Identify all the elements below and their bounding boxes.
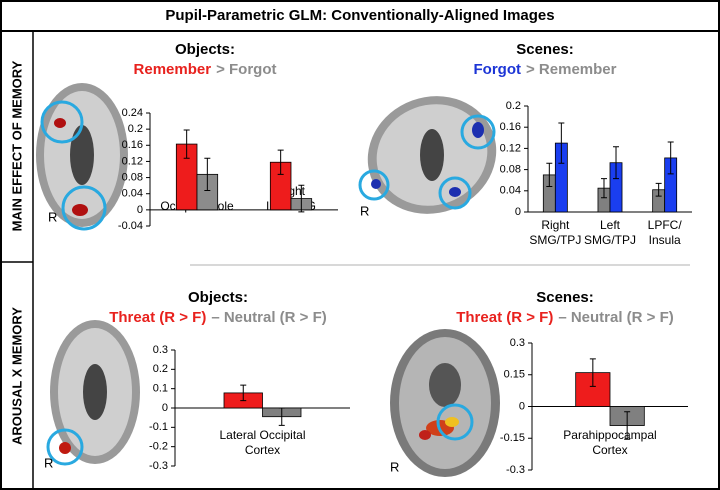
y-tick-label: 0.15 (504, 369, 525, 381)
subtitle-part: – Neutral (R > F) (211, 309, 326, 326)
y-tick-label: 0.08 (122, 171, 143, 183)
y-tick-label: -0.3 (506, 464, 525, 476)
error-bar (613, 146, 620, 180)
subtitle-part: Threat (R > F) (456, 309, 553, 326)
y-tick-label: 0.12 (122, 155, 143, 167)
row-label: MAIN EFFECT OF MEMORY (9, 60, 24, 231)
y-tick-label: 0.16 (500, 121, 521, 133)
error-bar (589, 358, 596, 387)
hemisphere-label: R (44, 455, 53, 470)
brain-image (36, 83, 128, 231)
x-tick-label: Right (541, 218, 570, 232)
error-bar (204, 157, 211, 191)
subtitle-part: Remember (134, 61, 212, 78)
error-bar (667, 141, 674, 175)
x-tick-label: Lateral Occipital (219, 428, 305, 442)
error-bar (298, 184, 305, 213)
hemisphere-label: R (48, 209, 57, 224)
chart-title: Objects: (188, 289, 248, 306)
chart-subtitle: Threat (R > F) – Neutral (R > F) (456, 309, 674, 326)
y-tick-label: -0.2 (149, 441, 168, 453)
x-tick-label: SMG/TPJ (584, 233, 636, 247)
y-tick-label: 0.2 (128, 123, 143, 135)
chart-title: Scenes: (516, 41, 574, 58)
y-tick-label: 0.24 (122, 107, 143, 119)
y-tick-label: 0.3 (153, 344, 168, 356)
y-tick-label: 0.04 (122, 188, 143, 200)
x-tick-label: Parahippocampal (563, 428, 656, 442)
y-tick-label: 0 (519, 400, 525, 412)
hemisphere-label: R (360, 203, 369, 218)
y-tick-label: 0 (515, 206, 521, 218)
brain-image (46, 320, 140, 466)
hemisphere-label: R (390, 459, 399, 474)
subtitle-part: Threat (R > F) (109, 309, 206, 326)
y-tick-label: 0.04 (500, 185, 521, 197)
subtitle-part: – Neutral (R > F) (558, 309, 673, 326)
chart-title: Objects: (175, 41, 235, 58)
y-tick-label: 0.08 (500, 164, 521, 176)
y-tick-label: -0.1 (149, 421, 168, 433)
chart-subtitle: Threat (R > F) – Neutral (R > F) (109, 309, 327, 326)
row-label: AROUSAL X MEMORY (9, 307, 24, 445)
y-tick-label: 0.2 (153, 363, 168, 375)
error-bar (558, 122, 565, 164)
y-tick-label: -0.04 (118, 220, 143, 232)
error-bar (600, 178, 607, 199)
y-tick-label: 0.16 (122, 139, 143, 151)
x-tick-label: Left (600, 218, 621, 232)
y-tick-label: 0.2 (506, 100, 521, 112)
error-bar (655, 182, 662, 197)
x-tick-label: SMG/TPJ (529, 233, 581, 247)
y-tick-label: 0.3 (510, 337, 525, 349)
y-tick-label: -0.15 (500, 432, 525, 444)
brain-image (358, 96, 497, 214)
y-tick-label: 0 (162, 402, 168, 414)
y-tick-label: 0.1 (153, 383, 168, 395)
chart-subtitle: Remember > Forgot (134, 61, 277, 78)
y-tick-label: 0.12 (500, 142, 521, 154)
chart-subtitle: Forgot > Remember (474, 61, 617, 78)
y-tick-label: -0.3 (149, 460, 168, 472)
error-bar (278, 407, 285, 426)
error-bar (240, 384, 247, 402)
x-tick-label: Cortex (245, 443, 280, 457)
chart-title: Scenes: (536, 289, 594, 306)
figure-title: Pupil-Parametric GLM: Conventionally-Ali… (165, 7, 554, 24)
subtitle-part: > Forgot (216, 61, 276, 78)
brain-image (390, 329, 500, 477)
x-tick-label: LPFC/ (648, 218, 683, 232)
subtitle-part: > Remember (526, 61, 617, 78)
y-tick-label: 0 (137, 204, 143, 216)
error-bar (546, 162, 553, 188)
x-tick-label: Cortex (592, 443, 627, 457)
error-bar (183, 129, 190, 159)
error-bar (624, 411, 631, 440)
error-bar (277, 149, 284, 175)
subtitle-part: Forgot (474, 61, 521, 78)
x-tick-label: Insula (649, 233, 681, 247)
